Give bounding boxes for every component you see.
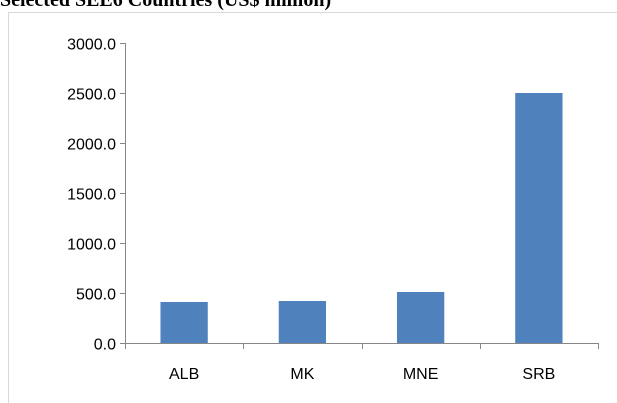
x-tick-label: MNE [403,366,439,383]
y-tick-label: 2000.0 [67,137,116,154]
x-tick-label: ALB [169,366,199,383]
x-tick-label: MK [290,366,314,383]
y-tick-label: 2500.0 [67,87,116,104]
y-tick-label: 1500.0 [67,187,116,204]
y-tick-label: 3000.0 [67,37,116,54]
y-tick-label: 500.0 [76,287,116,304]
bar [160,302,208,343]
bar [396,292,445,343]
bar [515,93,563,343]
x-tick-label: SRB [522,366,555,383]
bar [278,301,327,343]
chart-title: Selected SEE6 Countries (US$ million) [0,0,331,11]
y-tick-label: 1000.0 [67,237,116,254]
y-tick-label: 0.0 [94,337,116,354]
